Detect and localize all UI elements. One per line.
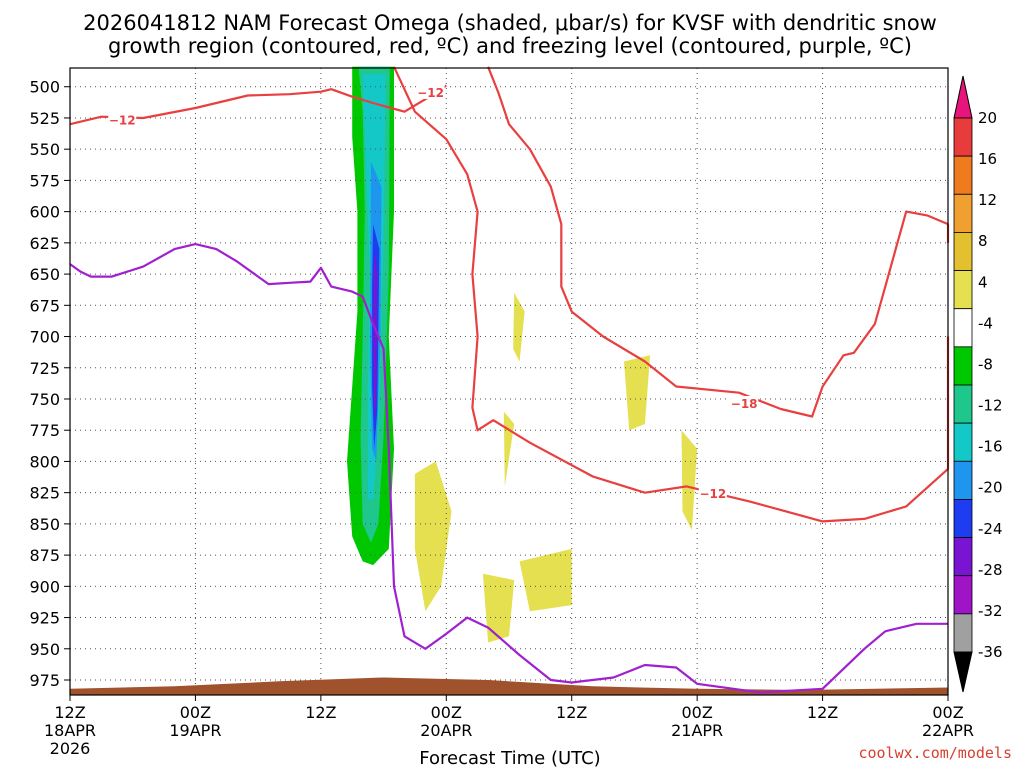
omega-region-7 xyxy=(482,573,515,643)
omega-region-8 xyxy=(519,548,572,612)
contour-label-red_a: −12 xyxy=(109,113,136,127)
y-tick-label-725: 725 xyxy=(29,359,60,378)
contour-label-red_c: −18 xyxy=(731,397,758,411)
omega-region-12 xyxy=(681,430,698,531)
y-tick-label-750: 750 xyxy=(29,390,60,409)
x-tick-label-time-7: 00Z xyxy=(932,703,963,722)
y-tick-label-700: 700 xyxy=(29,328,60,347)
chart-title-line1: 2026041812 NAM Forecast Omega (shaded, μ… xyxy=(83,11,937,35)
contour-label-bg-red_b xyxy=(416,84,445,99)
contour-label-bg-red_c xyxy=(730,395,759,410)
credit-text: coolwx.com/models xyxy=(858,744,1012,762)
plot-area: −12 −12 −18 −12 xyxy=(69,66,950,696)
y-tick-label-650: 650 xyxy=(29,265,60,284)
colorbar-label-3: 8 xyxy=(978,232,988,250)
colorbar-box-13 xyxy=(953,613,973,653)
colorbar-box-7 xyxy=(953,384,973,424)
colorbar-label-6: -8 xyxy=(978,355,993,373)
colorbar-label-12: -32 xyxy=(978,602,1003,620)
colorbar-top-arrow xyxy=(953,75,973,119)
colorbar-box-12 xyxy=(953,575,973,615)
y-tick-label-500: 500 xyxy=(29,78,60,97)
y-tick-label-925: 925 xyxy=(29,609,60,628)
x-tick-label-time-2: 12Z xyxy=(305,703,336,722)
y-tick-label-875: 875 xyxy=(29,546,60,565)
y-tick-label-775: 775 xyxy=(29,421,60,440)
colorbar-label-0: 20 xyxy=(978,109,997,127)
y-tick-label-900: 900 xyxy=(29,577,60,596)
contour-line-dgz_upper_-12C xyxy=(69,84,447,126)
colorbar-label-2: 12 xyxy=(978,191,997,209)
x-tick-label-time-1: 00Z xyxy=(180,703,211,722)
colorbar-label-9: -20 xyxy=(978,479,1003,497)
colorbar-box-1 xyxy=(953,155,973,195)
colorbar-box-8 xyxy=(953,422,973,462)
y-tick-label-975: 975 xyxy=(29,671,60,690)
contour-label-bg-red_d xyxy=(698,485,727,500)
colorbar-box-3 xyxy=(953,232,973,271)
y-tick-label-600: 600 xyxy=(29,203,60,222)
y-tick-label-625: 625 xyxy=(29,234,60,253)
colorbar-box-10 xyxy=(953,499,973,538)
y-tick-label-575: 575 xyxy=(29,171,60,190)
contour-label-red_b: −12 xyxy=(417,86,444,100)
y-tick-label-850: 850 xyxy=(29,515,60,534)
contour-label-red_d: −12 xyxy=(699,487,726,501)
x-tick-label-time-3: 00Z xyxy=(431,703,462,722)
colorbar-box-11 xyxy=(953,537,973,577)
colorbar-box-2 xyxy=(953,193,973,233)
colorbar-box-5 xyxy=(953,308,973,348)
x-tick-label-date-7: 22APR xyxy=(922,721,974,740)
colorbar-box-6 xyxy=(953,346,973,386)
plot-frame xyxy=(69,67,949,696)
contour-line-dgz_right_-18C xyxy=(487,66,950,418)
colorbar-box-0 xyxy=(953,117,973,157)
colorbar-bottom-arrow xyxy=(953,651,973,693)
contour-line-freezing_level_0C xyxy=(69,243,948,694)
x-tick-label-time-6: 12Z xyxy=(807,703,838,722)
y-tick-label-950: 950 xyxy=(29,640,60,659)
x-axis-label: Forecast Time (UTC) xyxy=(419,748,600,768)
y-tick-label-825: 825 xyxy=(29,484,60,503)
colorbar-label-1: 16 xyxy=(978,150,997,168)
x-tick-label-date-0: 18APR xyxy=(44,721,96,740)
contour-label-bg-red_a xyxy=(108,112,137,127)
contour-labels: −12 −12 −18 −12 xyxy=(108,84,759,501)
colorbar-label-4: 4 xyxy=(978,273,988,291)
y-tick-label-525: 525 xyxy=(29,109,60,128)
colorbar-label-8: -16 xyxy=(978,438,1003,456)
omega-region-6 xyxy=(414,461,452,612)
chart-title-line2: growth region (contoured, red, ºC) and f… xyxy=(108,34,912,58)
y-tick-label-550: 550 xyxy=(29,140,60,159)
omega-region-11 xyxy=(624,355,651,431)
colorbar-box-9 xyxy=(953,460,973,500)
x-tick-label-date-3: 20APR xyxy=(420,721,472,740)
y-axis: 500 525 550 575 600 625 650 675 700 725 750 775 800 8… xyxy=(29,78,70,690)
omega-region-10 xyxy=(513,292,525,362)
x-tick-label-time-5: 00Z xyxy=(681,703,712,722)
y-tick-label-800: 800 xyxy=(29,452,60,471)
x-tick-label-date-1: 19APR xyxy=(169,721,221,740)
x-tick-label-year-0: 2026 xyxy=(50,739,91,758)
y-tick-label-675: 675 xyxy=(29,296,60,315)
colorbar-box-4 xyxy=(953,270,973,310)
colorbar-label-11: -28 xyxy=(978,561,1003,579)
colorbar-label-13: -36 xyxy=(978,643,1003,661)
colorbar-label-5: -4 xyxy=(978,314,993,332)
colorbar-label-10: -24 xyxy=(978,520,1003,538)
x-tick-label-date-5: 21APR xyxy=(671,721,723,740)
x-tick-label-time-4: 12Z xyxy=(556,703,587,722)
colorbar-label-7: -12 xyxy=(978,397,1003,415)
x-tick-label-time-0: 12Z xyxy=(54,703,85,722)
terrain-ground xyxy=(70,677,948,695)
terrain-fill xyxy=(70,677,948,695)
colorbar: 20 16 12 8 4 -4 -8 -12 -16 -20 -24 -28 -32 -36 xyxy=(953,75,1003,693)
